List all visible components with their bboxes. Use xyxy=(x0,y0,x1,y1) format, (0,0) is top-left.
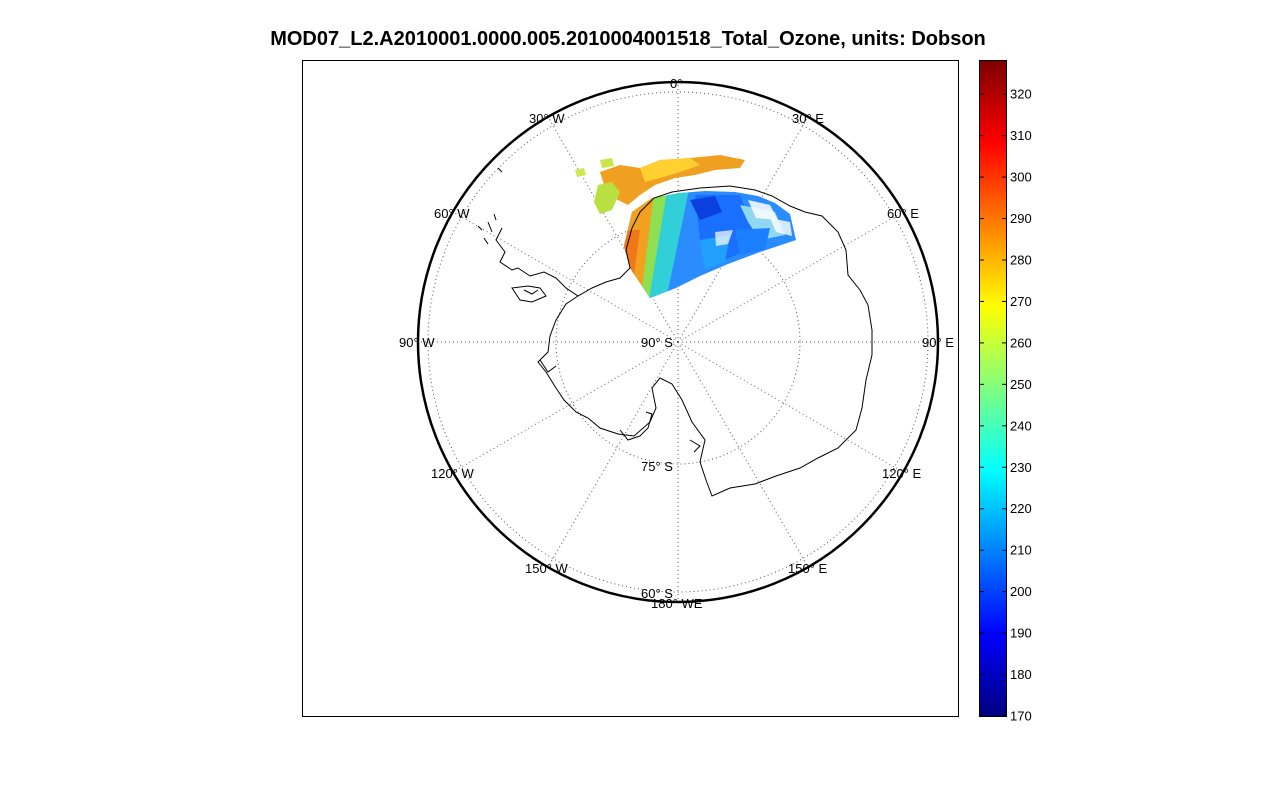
meridian-line xyxy=(677,341,904,473)
meridian-label-180: 180° WE xyxy=(651,596,703,611)
meridian-line xyxy=(452,211,679,343)
graticule xyxy=(418,82,938,602)
parallel-line xyxy=(427,91,929,593)
meridian-label-120e: 120° E xyxy=(882,466,922,481)
colorbar-tick-label: 230 xyxy=(1010,460,1032,475)
colorbar-tick-label: 260 xyxy=(1010,335,1032,350)
colorbar: 170 180 190 200 210 220 230 240 250 260 270 280 290 3… xyxy=(979,60,1032,724)
colorbar-tick-label: 310 xyxy=(1010,128,1032,143)
parallel-label-75s: 75° S xyxy=(641,459,673,474)
colorbar-gradient xyxy=(980,61,1006,716)
colorbar-tick-label: 170 xyxy=(1010,709,1032,724)
parallel-label-90s: 90° S xyxy=(641,335,673,350)
colorbar-frame xyxy=(979,60,1007,717)
colorbar-tick-label: 250 xyxy=(1010,377,1032,392)
ozone-swath xyxy=(575,155,796,298)
colorbar-tick-label: 270 xyxy=(1010,294,1032,309)
meridian-label-60e: 60° E xyxy=(887,206,919,221)
meridian-label-0: 0° xyxy=(670,76,682,91)
colorbar-ticks: 170 180 190 200 210 220 230 240 250 260 270 280 290 3… xyxy=(980,87,1032,724)
meridian-label-90w: 90° W xyxy=(399,335,435,350)
colorbar-tick-label: 300 xyxy=(1010,170,1032,185)
colorbar-tick-label: 200 xyxy=(1010,584,1032,599)
colorbar-tick-label: 180 xyxy=(1010,667,1032,682)
parallel-label-60s: 60° S xyxy=(641,586,673,601)
meridian-label-150w: 150° W xyxy=(525,561,569,576)
colorbar-tick-label: 280 xyxy=(1010,252,1032,267)
colorbar-tick-label: 190 xyxy=(1010,626,1032,641)
meridian-line xyxy=(677,211,904,343)
meridian-label-30w: 30° W xyxy=(529,111,565,126)
meridian-label-120w: 120° W xyxy=(431,466,475,481)
colorbar-tick-label: 320 xyxy=(1010,87,1032,102)
meridian-line xyxy=(547,116,679,343)
antarctica-coastline xyxy=(495,185,873,497)
meridian-label-60w: 60° W xyxy=(434,206,470,221)
colorbar-tick-label: 210 xyxy=(1010,543,1032,558)
meridian-label-150e: 150° E xyxy=(788,561,828,576)
meridian-line xyxy=(677,341,809,568)
parallel-labels: 90° S 75° S 60° S xyxy=(641,335,673,601)
map-axes-frame xyxy=(302,60,959,717)
colorbar-tick-label: 290 xyxy=(1010,211,1032,226)
meridian-line xyxy=(677,116,809,343)
meridian-label-90e: 90° E xyxy=(922,335,954,350)
meridian-label-30e: 30° E xyxy=(792,111,824,126)
colorbar-tick-label: 220 xyxy=(1010,501,1032,516)
map-boundary xyxy=(416,80,940,604)
meridian-line xyxy=(547,341,679,568)
map-title: MOD07_L2.A2010001.0000.005.2010004001518… xyxy=(270,28,986,50)
meridian-labels: 0° 30° E 60° E 90° E 120° E 150° E 180° … xyxy=(399,76,954,611)
colorbar-tick-label: 240 xyxy=(1010,418,1032,433)
parallel-line xyxy=(555,219,801,465)
meridian-line xyxy=(452,341,679,473)
